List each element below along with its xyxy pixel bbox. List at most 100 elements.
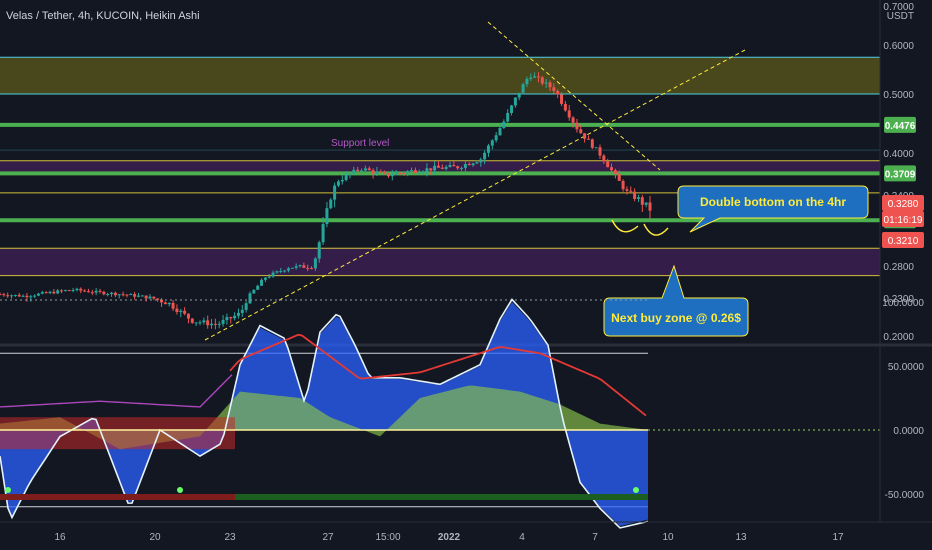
osc-purple-line xyxy=(0,374,233,408)
candle-body xyxy=(175,308,179,313)
callout-text: Double bottom on the 4hr xyxy=(700,195,846,209)
candle-body xyxy=(552,87,556,91)
candle-body xyxy=(571,117,575,123)
price-zone xyxy=(0,248,880,276)
candle-body xyxy=(536,76,540,78)
candle-body xyxy=(33,295,37,297)
candle-body xyxy=(248,293,252,304)
candle-body xyxy=(467,164,471,166)
candle-body xyxy=(275,271,279,273)
candle-body xyxy=(163,302,167,305)
candle-body xyxy=(152,296,156,299)
current-price-tag-text: 01:16:19 xyxy=(884,215,923,226)
candle-body xyxy=(533,76,537,78)
candle-body xyxy=(436,165,440,168)
callout-text: Next buy zone @ 0.26$ xyxy=(611,311,741,325)
candle-body xyxy=(629,190,633,192)
candle-body xyxy=(579,129,583,134)
candle-body xyxy=(390,174,394,177)
current-price-tag: 0.3210 xyxy=(882,232,924,248)
candle-body xyxy=(486,145,490,153)
candle-body xyxy=(417,172,421,174)
osc-bottom-bar-green xyxy=(235,494,648,500)
candle-body xyxy=(648,202,652,211)
osc-red-band xyxy=(0,417,235,450)
x-tick-label: 13 xyxy=(735,532,747,543)
candle-body xyxy=(640,197,644,205)
candle-body xyxy=(356,169,360,172)
candle-body xyxy=(490,140,494,146)
trend-line-down xyxy=(487,21,661,171)
current-price-tag: 01:16:19 xyxy=(882,211,924,227)
candle-body xyxy=(367,168,371,171)
candle-body xyxy=(563,103,567,111)
current-price-tag-text: 0.3210 xyxy=(888,236,919,247)
candle-body xyxy=(394,172,398,175)
candle-body xyxy=(598,147,602,156)
candle-body xyxy=(636,197,640,199)
y-tick-label: 0.4000 xyxy=(883,149,914,160)
callout-bubble xyxy=(677,185,869,233)
level-price-tag-text: 0.3709 xyxy=(885,169,916,180)
x-tick-label: 4 xyxy=(519,532,525,543)
candle-body xyxy=(25,295,29,298)
chart-title: Velas / Tether, 4h, KUCOIN, Heikin Ashi xyxy=(6,10,200,22)
candle-body xyxy=(13,294,17,296)
y-tick-label: 0.7000 xyxy=(883,2,914,13)
candle-body xyxy=(194,322,198,324)
candle-body xyxy=(256,285,260,290)
candle-body xyxy=(510,105,514,113)
candle-body xyxy=(517,92,521,98)
candle-body xyxy=(613,170,617,174)
price-zone xyxy=(0,57,880,94)
candle-body xyxy=(244,303,248,310)
candle-body xyxy=(444,166,448,169)
candle-body xyxy=(144,295,148,299)
candle-body xyxy=(583,133,587,139)
candle-body xyxy=(306,267,310,269)
candle-body xyxy=(140,295,144,297)
candle-body xyxy=(594,147,598,149)
candle-body xyxy=(494,135,498,141)
candle-body xyxy=(452,165,456,167)
x-tick-label: 17 xyxy=(832,532,844,543)
candle-body xyxy=(267,276,271,278)
candle-body xyxy=(625,189,629,191)
osc-white-line xyxy=(0,298,649,529)
candle-body xyxy=(386,173,390,177)
osc-bottom-bar-red xyxy=(0,494,235,500)
candle-body xyxy=(179,310,183,313)
candle-body xyxy=(560,94,564,104)
candle-body xyxy=(348,173,352,175)
callout-buy-zone: Next buy zone @ 0.26$ xyxy=(603,264,749,337)
candle-body xyxy=(336,181,340,186)
candle-body xyxy=(586,138,590,140)
candle-body xyxy=(117,294,121,296)
x-tick-label: 16 xyxy=(54,532,66,543)
candle-body xyxy=(406,171,410,174)
x-tick-label: 20 xyxy=(149,532,161,543)
osc-y-tick-label: -50.0000 xyxy=(885,490,925,501)
x-tick-label: 7 xyxy=(592,532,598,543)
y-tick-label: 0.6000 xyxy=(883,41,914,52)
osc-y-tick-label: 50.0000 xyxy=(888,362,925,373)
callout-double-bottom: Double bottom on the 4hr xyxy=(677,185,869,233)
candle-body xyxy=(529,77,533,79)
candle-body xyxy=(371,170,375,174)
candle-body xyxy=(52,291,56,294)
candle-body xyxy=(456,166,460,169)
candle-body xyxy=(44,292,48,294)
osc-red-line xyxy=(229,333,647,417)
x-tick-label: 27 xyxy=(322,532,334,543)
y-tick-label: 0.2300 xyxy=(883,294,914,305)
double-bottom-arc xyxy=(643,223,669,236)
candle-body xyxy=(236,312,240,316)
support-level-label: Support level xyxy=(331,138,389,149)
candle-body xyxy=(225,317,229,321)
candle-body xyxy=(506,112,510,122)
candle-body xyxy=(398,172,402,174)
candle-body xyxy=(333,185,337,200)
candle-body xyxy=(556,90,560,95)
candle-body xyxy=(521,84,525,93)
candle-body xyxy=(167,302,171,305)
